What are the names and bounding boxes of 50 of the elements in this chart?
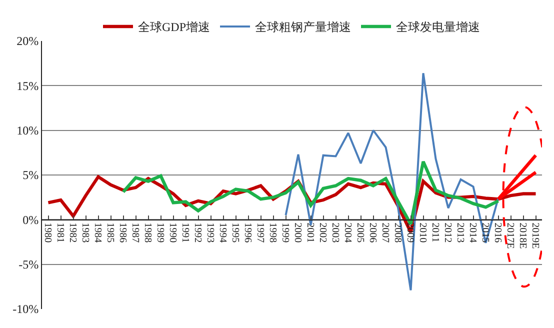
legend-label: 全球发电量增速 [396,20,480,34]
x-tick-label: 2009 [404,222,416,243]
y-tick-label: 10% [16,124,39,138]
x-tick-label: 2019E [530,222,540,249]
x-tick-label: 2007 [380,222,390,243]
x-tick-label: 2011 [430,222,440,242]
x-tick-label: 1990 [167,222,178,243]
x-tick-label: 1989 [154,222,166,243]
x-tick-label: 1984 [92,222,103,243]
y-tick-label: -5% [18,258,39,272]
x-tick-label: 1992 [192,222,203,243]
x-tick-label: 2010 [417,222,428,243]
x-tick-label: 2005 [354,222,366,243]
y-tick-label: 15% [16,78,39,93]
x-tick-label: 2014 [467,222,478,243]
x-tick-label: 1995 [230,222,240,243]
y-tick-label: -10% [12,302,39,316]
x-tick-label: 2008 [392,222,403,243]
x-tick-label: 2016 [492,222,503,243]
x-tick-label: 1998 [267,222,278,243]
x-tick-label: 2015 [480,222,490,243]
x-tick-label: 1993 [204,222,216,243]
x-tick-label: 1997 [254,222,266,243]
x-tick-label: 2013 [454,222,466,243]
y-tick-label: 0% [22,212,39,227]
x-tick-label: 1985 [104,222,116,243]
x-tick-label: 2018E [517,222,528,249]
x-tick-label: 1991 [180,222,190,243]
x-tick-label: 2002 [317,222,328,243]
x-tick-label: 2003 [330,222,340,243]
x-tick-label: 2000 [292,222,303,243]
x-tick-label: 1986 [117,222,128,243]
x-tick-label: 1980 [42,222,53,243]
x-tick-label: 2012 [442,222,453,243]
x-tick-label: 2001 [304,222,316,243]
legend-label: 全球GDP增速 [138,20,210,34]
x-tick-label: 2017E [504,222,516,249]
x-tick-label: 1996 [242,222,253,243]
legend-label: 全球粗钢产量增速 [255,20,352,34]
y-tick-label: 5% [22,168,39,182]
x-tick-label: 1999 [280,222,290,243]
x-tick-label: 1987 [130,222,140,243]
x-tick-label: 1988 [142,222,153,243]
y-tick-label: 20% [16,34,39,48]
x-tick-label: 1983 [80,222,90,243]
x-tick-label: 1981 [54,222,66,243]
x-tick-label: 2006 [367,222,378,243]
x-tick-label: 1982 [67,222,78,243]
x-tick-label: 1994 [217,222,228,243]
x-tick-label: 2004 [342,222,353,243]
